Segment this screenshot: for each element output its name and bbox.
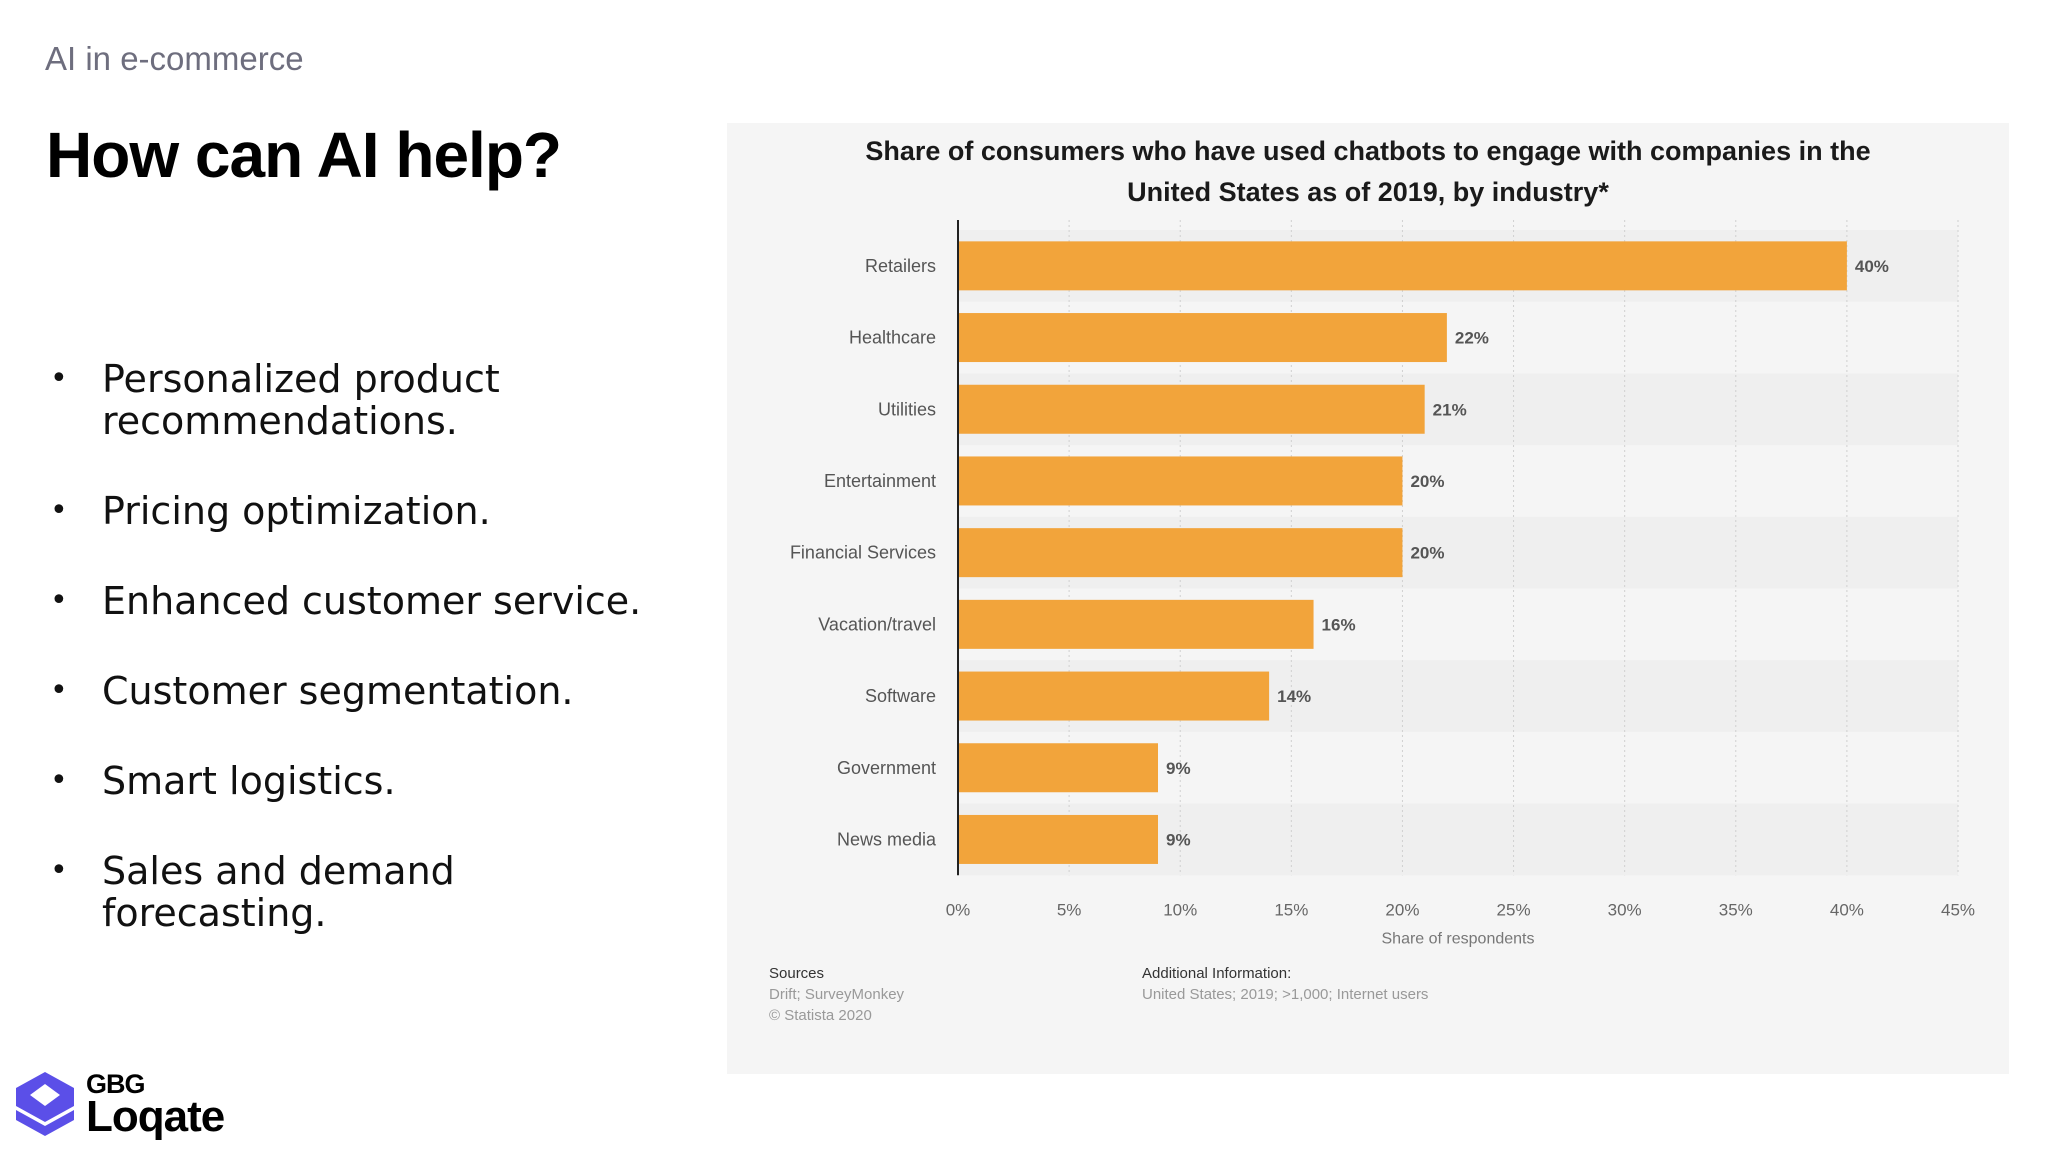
chart-title: Share of consumers who have used chatbot… (865, 136, 1871, 207)
bullet-item: Sales and demand forecasting. (50, 850, 650, 934)
data-label: 14% (1277, 687, 1311, 706)
x-tick-label: 30% (1608, 900, 1642, 919)
bar (958, 528, 1403, 578)
bar-chart: 0% 5% 10% 15% 20% 25% 30% 35% 40% 45% Retailers 40%… (790, 220, 1975, 947)
logo-gbg: GBG (86, 1069, 146, 1099)
x-tick-label: 0% (946, 900, 971, 919)
copyright-text: © Statista 2020 (769, 1007, 872, 1024)
bar (958, 814, 1158, 864)
bar (958, 456, 1403, 506)
x-axis-title: Share of respondents (1382, 930, 1535, 947)
bullet-item: Personalized product recommendations. (50, 358, 650, 442)
sources-label: Sources (769, 965, 825, 982)
bar (958, 241, 1847, 291)
data-label: 40% (1855, 257, 1889, 276)
x-tick-label: 15% (1274, 900, 1308, 919)
bar (958, 743, 1158, 793)
x-tick-label: 5% (1057, 900, 1082, 919)
category-label: Entertainment (824, 471, 936, 491)
x-tick-label: 40% (1830, 900, 1864, 919)
bar (958, 384, 1425, 434)
loqate-cube-icon (16, 1072, 74, 1136)
category-label: Utilities (878, 399, 936, 419)
sources-text: Drift; SurveyMonkey (769, 986, 905, 1003)
x-tick-label: 20% (1385, 900, 1419, 919)
info-label: Additional Information: (1142, 965, 1292, 982)
category-label: Retailers (865, 256, 936, 276)
category-label: Software (865, 686, 936, 706)
x-tick-label: 25% (1497, 900, 1531, 919)
logo-loqate: Loqate (86, 1092, 225, 1141)
bullet-item: Smart logistics. (50, 760, 650, 802)
category-label: Vacation/travel (818, 614, 936, 634)
category-label: Financial Services (790, 543, 936, 563)
bullet-item: Enhanced customer service. (50, 580, 650, 622)
section-kicker: AI in e-commerce (45, 40, 304, 77)
data-label: 9% (1166, 759, 1191, 778)
additional-info-block: Additional Information: United States; 2… (1142, 963, 1428, 1005)
bar (958, 671, 1270, 721)
data-label: 22% (1455, 329, 1489, 348)
chart-panel: Share of consumers who have used chatbot… (727, 123, 2009, 1074)
bullet-item: Customer segmentation. (50, 670, 650, 712)
x-tick-label: 35% (1719, 900, 1753, 919)
gbg-loqate-logo: GBG Loqate (14, 1069, 225, 1141)
x-tick-label: 45% (1941, 900, 1975, 919)
info-text: United States; 2019; >1,000; Internet us… (1142, 986, 1429, 1003)
data-label: 9% (1166, 830, 1191, 849)
bullet-list: Personalized product recommendations. Pr… (50, 358, 650, 982)
data-label: 20% (1410, 544, 1444, 563)
sources-block: Sources Drift; SurveyMonkey © Statista 2… (769, 963, 904, 1026)
data-label: 21% (1433, 400, 1467, 419)
category-label: Healthcare (849, 328, 936, 348)
category-label: News media (837, 829, 937, 849)
data-label: 20% (1410, 472, 1444, 491)
bar (958, 313, 1447, 363)
x-tick-label: 10% (1163, 900, 1197, 919)
bar (958, 599, 1314, 649)
data-label: 16% (1322, 615, 1356, 634)
page-title: How can AI help? (46, 119, 562, 191)
bullet-item: Pricing optimization. (50, 490, 650, 532)
category-label: Government (837, 758, 936, 778)
